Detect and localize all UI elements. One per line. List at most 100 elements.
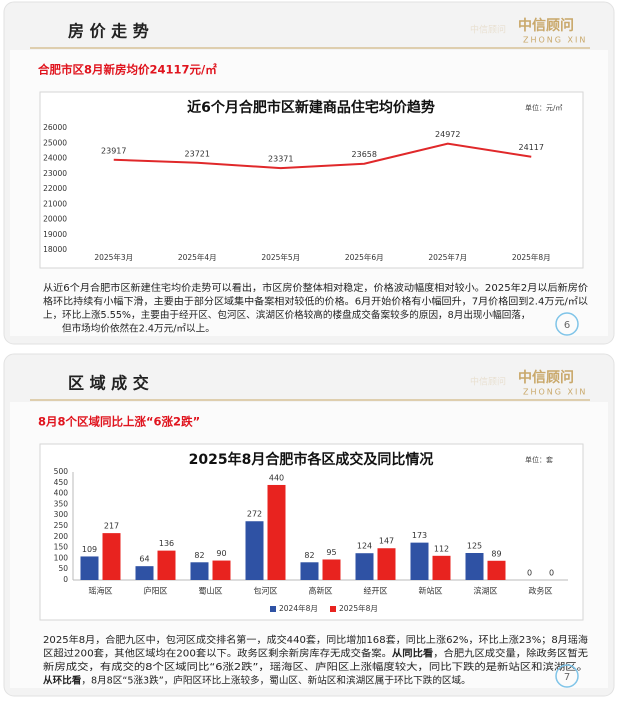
bar [245,521,264,580]
data-label: 82 [194,551,204,560]
data-label: 440 [269,473,284,482]
y-tick-label: 150 [54,543,69,552]
y-tick-label: 20000 [43,215,67,224]
data-label: 173 [412,531,427,540]
bar [410,542,429,580]
data-label: 109 [82,545,97,554]
data-label: 82 [304,551,314,560]
bar [157,550,176,580]
bar [135,566,154,580]
y-tick-label: 24000 [43,154,67,163]
y-tick-label: 50 [58,564,68,573]
y-tick-label: 22000 [43,184,67,193]
paragraph-segment: 从近6个月合肥市区新建住宅均价走势可以看出，市区房价整体相对稳定，价格波动幅度相… [43,282,588,294]
x-tick-label: 2025年6月 [345,252,384,262]
chart-title: 近6个月合肥市区新建商品住宅均价趋势 [187,99,435,116]
subtitle: 合肥市区8月新房均价24117元/㎡ [38,63,217,77]
y-tick-label: 450 [54,478,69,487]
paragraph-segment: 区超过200套，其他区域均在200套以下。政务区剩余新房库存无成交备案。 [43,648,392,660]
x-tick-label: 2025年5月 [261,252,300,262]
paragraph-line: 新房成交，有成交的8个区域同比“6涨2跌”，瑶海区、庐阳区上涨幅度较大，同比下跌… [43,661,588,673]
paragraph-line: 区超过200套，其他区域均在200套以下。政务区剩余新房库存无成交备案。 从同比看… [43,648,588,660]
data-label: 90 [216,549,226,558]
y-tick-label: 23000 [43,169,67,178]
x-tick-label: 经开区 [364,586,388,596]
logo-mark: 中信顾问 [470,24,506,36]
chart-title: 2025年8月合肥市各区成交及同比情况 [189,451,434,468]
bar [465,553,484,580]
data-label: 24117 [519,143,544,152]
x-tick-label: 2025年3月 [94,252,133,262]
data-label: 89 [491,549,501,558]
data-label: 95 [326,548,336,557]
legend-swatch [270,606,276,612]
x-tick-label: 蜀山区 [199,586,223,596]
logo: 中信顾问 [518,17,574,34]
x-tick-label: 2025年8月 [512,252,551,262]
bar [267,484,286,580]
paragraph-line: 格环比持续有小幅下滑，主要由于部分区域集中备案相对较低的价格。6月开始价格有小幅… [43,296,588,308]
paragraph-segment: ，合肥九区成交量，除政务区暂无 [433,648,588,660]
bar [300,562,319,580]
data-label: 64 [139,555,149,564]
y-tick-label: 200 [54,532,69,541]
paragraph-segment: 格环比持续有小幅下滑，主要由于部分区域集中备案相对较低的价格。6月开始价格有小幅… [43,296,588,308]
page-badge [555,312,579,336]
data-label: 23371 [268,155,293,164]
data-label: 136 [159,539,174,548]
bar [190,562,209,580]
y-tick-label: 21000 [43,199,67,208]
data-label: 124 [357,542,372,551]
paragraph-line: 上，环比上涨5.55%，主要由于经开区、包河区、滨湖区价格较高的楼盘成交备案较多… [43,309,531,321]
bar [377,548,396,580]
data-label: 23658 [352,150,377,159]
data-label: 147 [379,537,394,546]
paragraph-line: 2025年8月，合肥九区中，包河区成交排名第一，成交440套，同比增加168套，… [43,634,588,646]
bar [212,560,231,580]
subtitle: 8月8个区域同比上涨“6涨2跌” [38,415,200,429]
data-label: 217 [104,522,119,531]
data-label: 0 [527,569,532,578]
y-tick-label: 25000 [43,138,67,147]
legend-label: 2025年8月 [339,603,378,613]
bar [80,556,99,580]
logo-en: ZHONG XIN [523,388,587,397]
slide-header: 区 域 成 交 [68,374,149,393]
legend-swatch [330,606,336,612]
paragraph-segment: 但市场均价依然在2.4万元/㎡以上。 [62,323,215,335]
data-label: 23721 [185,149,210,158]
y-tick-label: 500 [54,467,69,476]
data-label: 23917 [101,146,126,155]
chart-box [39,443,584,621]
x-tick-label: 政务区 [529,586,553,596]
unit-label: 单位：套 [525,455,553,464]
data-label: 112 [434,544,449,553]
bar [487,560,506,580]
x-tick-label: 庐阳区 [144,586,168,596]
paragraph-segment: 上，环比上涨5.55%，主要由于经开区、包河区、滨湖区价格较高的楼盘成交备案较多… [43,309,531,321]
page-number: 7 [564,672,570,683]
paragraph-segment: 从环比看 [43,675,82,687]
x-tick-label: 新站区 [419,586,443,596]
data-label: 24972 [435,130,460,139]
logo: 中信顾问 [518,369,574,386]
paragraph-line: 但市场均价依然在2.4万元/㎡以上。 [62,323,215,335]
line [113,142,532,170]
y-tick-label: 250 [54,521,69,530]
y-tick-label: 19000 [43,230,67,239]
paragraph-line: 从近6个月合肥市区新建住宅均价走势可以看出，市区房价整体相对稳定，价格波动幅度相… [43,282,588,294]
slide-header: 房 价 走 势 [68,22,149,41]
x-tick-label: 滨湖区 [474,586,498,596]
page-badge [555,664,579,688]
x-tick-label: 2025年7月 [428,252,467,262]
y-tick-label: 26000 [43,123,67,132]
data-label: 0 [549,569,554,578]
data-label: 125 [467,542,482,551]
paragraph-segment: 新房成交，有成交的8个区域同比“6涨2跌”，瑶海区、庐阳区上涨幅度较大，同比下跌… [43,661,588,673]
x-tick-label: 包河区 [254,586,278,596]
paragraph-segment: 2025年8月，合肥九区中，包河区成交排名第一，成交440套，同比增加168套，… [43,634,588,646]
logo-en: ZHONG XIN [523,36,587,45]
paragraph-line: 从环比看，8月8区“5涨3跌”，庐阳区环比上涨较多，蜀山区、新站区和滨湖区属于环… [43,675,471,687]
y-tick-label: 100 [54,553,69,562]
